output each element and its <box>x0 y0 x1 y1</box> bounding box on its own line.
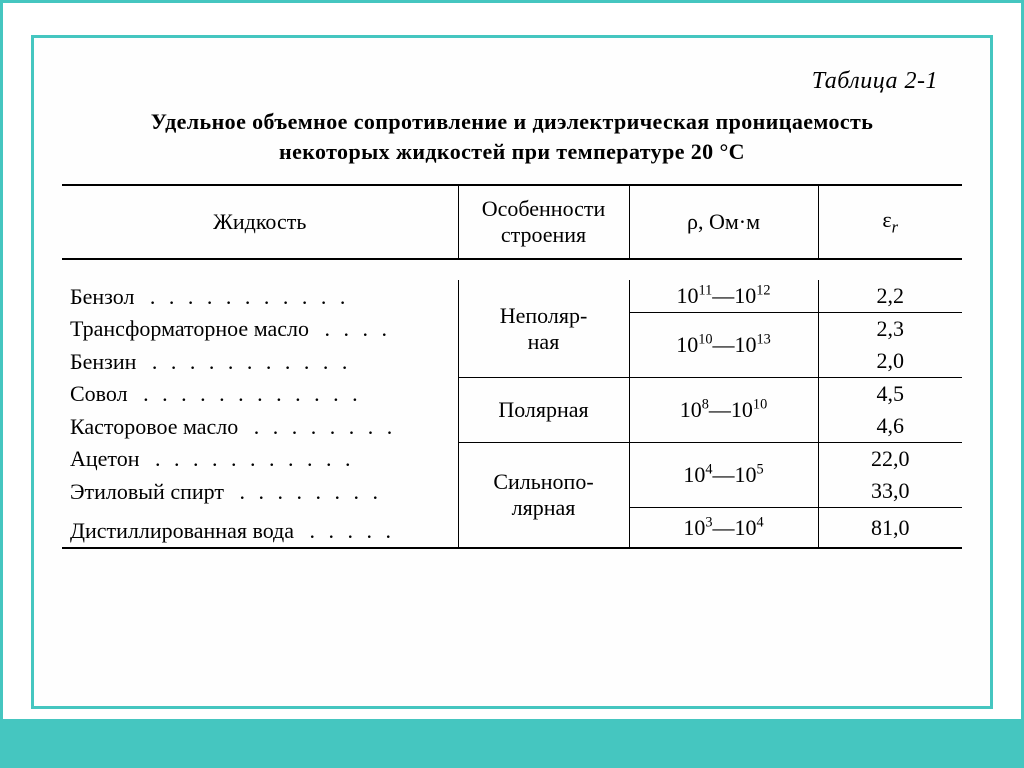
liquid-name: Ацетон <box>70 446 140 471</box>
leader-dots: . . . . . <box>294 518 395 543</box>
liquid-name: Бензол <box>70 284 134 309</box>
col-header-liquid: Жидкость <box>62 185 458 259</box>
table-caption: Удельное объемное сопротивление и диэлек… <box>62 107 962 166</box>
table-row: Ацетон . . . . . . . . . . . Сильнопо-ля… <box>62 443 962 476</box>
liquid-name: Касторовое масло <box>70 414 238 439</box>
liquid-name: Этиловый спирт <box>70 479 224 504</box>
col-header-eps: εr <box>818 185 962 259</box>
caption-line1: Удельное объемное сопротивление и диэлек… <box>151 109 874 134</box>
rho-cell: 103—104 <box>629 508 818 548</box>
leader-dots: . . . . . . . . <box>224 479 382 504</box>
eps-cell: 4,5 <box>818 378 962 411</box>
rho-cell: 108—1010 <box>629 378 818 443</box>
eps-cell: 2,0 <box>818 345 962 378</box>
spacer-row <box>62 259 962 280</box>
leader-dots: . . . . . . . . . . . . <box>128 381 362 406</box>
leader-dots: . . . . . . . . . . . <box>136 349 351 374</box>
data-table: Жидкость Особенности строения ρ, Ом·м εr… <box>62 184 962 549</box>
structure-cell: Сильнопо-лярная <box>458 443 629 548</box>
leader-dots: . . . . . . . . . . . <box>140 446 355 471</box>
structure-cell: Неполяр-ная <box>458 280 629 378</box>
eps-cell: 2,2 <box>818 280 962 313</box>
col-header-structure: Особенности строения <box>458 185 629 259</box>
slide-frame: Таблица 2-1 Удельное объемное сопротивле… <box>0 0 1024 768</box>
leader-dots: . . . . . . . . . . . <box>134 284 349 309</box>
header-row: Жидкость Особенности строения ρ, Ом·м εr <box>62 185 962 259</box>
eps-cell: 33,0 <box>818 475 962 508</box>
table-number: Таблица 2-1 <box>62 68 938 95</box>
rho-cell: 104—105 <box>629 443 818 508</box>
bottom-rule <box>62 548 962 549</box>
liquid-name: Трансформаторное масло <box>70 316 309 341</box>
eps-cell: 22,0 <box>818 443 962 476</box>
liquid-name: Бензин <box>70 349 136 374</box>
liquid-name: Дистиллированная вода <box>70 518 294 543</box>
slide-content: Таблица 2-1 Удельное объемное сопротивле… <box>31 35 993 709</box>
leader-dots: . . . . . . . . <box>238 414 396 439</box>
structure-cell: Полярная <box>458 378 629 443</box>
leader-dots: . . . . <box>309 316 391 341</box>
col-header-rho: ρ, Ом·м <box>629 185 818 259</box>
table-row: Бензол . . . . . . . . . . . Неполяр-ная… <box>62 280 962 313</box>
rho-cell: 1010—1013 <box>629 313 818 378</box>
bottom-accent-bar <box>3 719 1021 765</box>
eps-cell: 2,3 <box>818 313 962 346</box>
caption-line2: некоторых жидкостей при температуре 20 °… <box>279 139 745 164</box>
rho-cell: 1011—1012 <box>629 280 818 313</box>
table-row: Совол . . . . . . . . . . . . Полярная 1… <box>62 378 962 411</box>
liquid-name: Совол <box>70 381 128 406</box>
eps-cell: 4,6 <box>818 410 962 443</box>
eps-cell: 81,0 <box>818 508 962 548</box>
